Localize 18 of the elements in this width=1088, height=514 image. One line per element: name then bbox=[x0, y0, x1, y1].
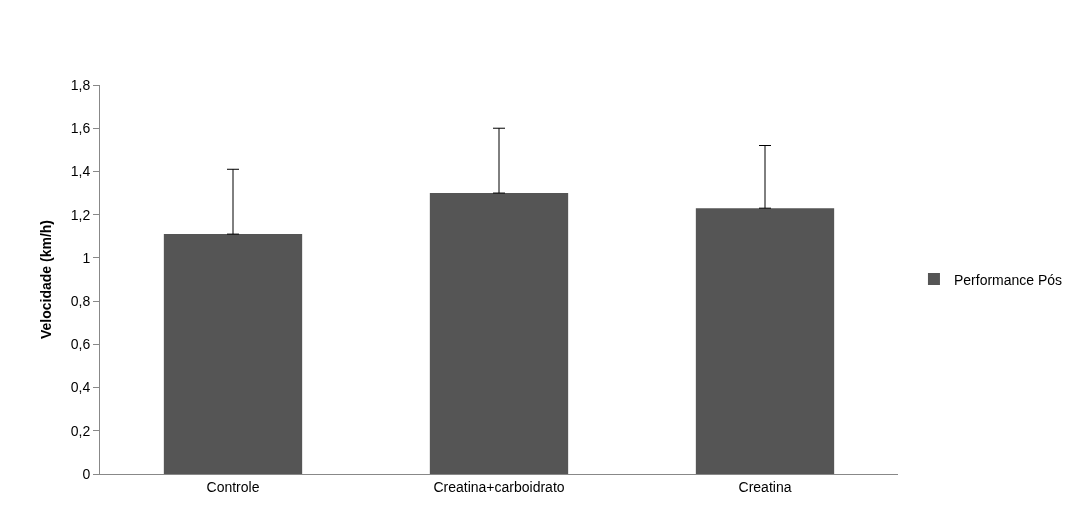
bar bbox=[429, 193, 569, 474]
y-tick-label: 1 bbox=[82, 249, 91, 266]
y-tick-label: 0,4 bbox=[70, 379, 91, 396]
x-tick-label: Creatina bbox=[738, 478, 792, 495]
y-tick-label: 1,8 bbox=[70, 76, 91, 93]
y-tick-label: 0,2 bbox=[70, 422, 91, 439]
bar bbox=[163, 234, 303, 474]
y-tick-label: 1,6 bbox=[70, 120, 91, 137]
x-tick-label: Controle bbox=[206, 478, 260, 495]
y-tick-label: 0 bbox=[82, 465, 91, 482]
y-axis-title: Velocidade (km/h) bbox=[38, 219, 55, 340]
y-tick-label: 1,4 bbox=[70, 163, 91, 180]
y-tick-label: 1,2 bbox=[70, 206, 91, 223]
x-tick-label: Creatina+carboidrato bbox=[433, 478, 565, 495]
y-tick-label: 0,6 bbox=[70, 336, 91, 353]
legend-label: Performance Pós bbox=[953, 271, 1063, 288]
bar bbox=[695, 208, 835, 474]
y-tick-label: 0,8 bbox=[70, 293, 91, 310]
